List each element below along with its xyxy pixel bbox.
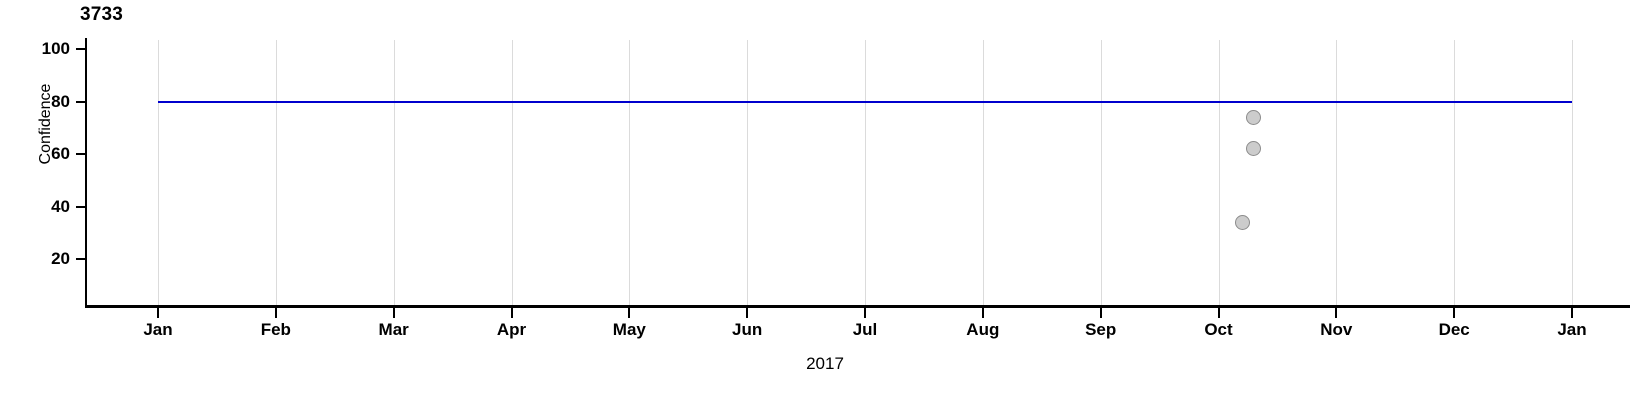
y-tick-mark: [76, 48, 85, 50]
y-tick-label: 20: [51, 249, 70, 268]
gridline: [629, 40, 631, 305]
x-axis-title: 2017: [806, 354, 844, 373]
x-tick-mark: [1217, 308, 1220, 318]
x-tick-label: Mar: [378, 320, 409, 339]
x-tick-label: May: [612, 320, 646, 339]
gridline: [1336, 40, 1338, 305]
gridline: [393, 40, 395, 305]
x-tick-mark: [1335, 308, 1338, 318]
y-tick-label: 80: [51, 91, 70, 111]
data-point[interactable]: [1246, 141, 1262, 157]
x-tick-mark: [1099, 308, 1102, 318]
x-tick-mark: [274, 308, 277, 318]
y-tick-mark: [76, 153, 85, 155]
x-tick-mark: [510, 308, 513, 318]
x-tick-label: Sep: [1085, 320, 1117, 339]
x-tick-label: Apr: [496, 320, 527, 339]
x-tick-label: Feb: [260, 320, 291, 339]
x-tick-label: Jul: [852, 320, 878, 339]
gridline: [747, 40, 749, 305]
gridline: [865, 40, 866, 305]
data-point[interactable]: [1234, 214, 1250, 230]
plot-area: [85, 40, 1600, 305]
x-tick-label: Oct: [1204, 320, 1233, 339]
x-tick-mark: [864, 308, 866, 318]
y-tick-mark: [76, 205, 85, 208]
gridline: [1454, 40, 1456, 305]
gridline: [1218, 40, 1220, 305]
x-tick-mark: [157, 308, 159, 318]
y-axis-title: Confidence: [37, 83, 54, 165]
x-tick-label: Jan: [143, 320, 173, 339]
x-tick-mark: [1571, 308, 1573, 318]
gridline: [1100, 40, 1102, 305]
x-axis-line: [85, 305, 1630, 308]
x-tick-mark: [746, 308, 749, 318]
y-axis-line: [85, 38, 87, 308]
x-tick-label: Nov: [1320, 320, 1353, 339]
x-tick-mark: [392, 308, 395, 318]
gridline: [1572, 40, 1573, 305]
x-tick-mark: [981, 308, 984, 318]
x-tick-label: Jan: [1557, 320, 1587, 339]
data-point[interactable]: [1246, 109, 1262, 125]
y-tick-label: 60: [51, 144, 70, 163]
chart-title: 3733: [80, 4, 124, 25]
y-tick-mark: [76, 258, 85, 260]
y-tick-label: 100: [41, 39, 70, 58]
threshold-line: [158, 100, 1572, 103]
x-tick-label: Jun: [732, 320, 763, 339]
gridline: [982, 40, 984, 305]
y-tick-mark: [76, 100, 85, 103]
x-tick-mark: [628, 308, 631, 318]
gridline: [511, 40, 513, 305]
gridline: [158, 40, 159, 305]
x-tick-mark: [1453, 308, 1456, 318]
x-tick-label: Dec: [1438, 320, 1470, 339]
y-tick-label: 40: [51, 196, 70, 216]
gridline: [275, 40, 277, 305]
x-tick-label: Aug: [966, 320, 1000, 339]
